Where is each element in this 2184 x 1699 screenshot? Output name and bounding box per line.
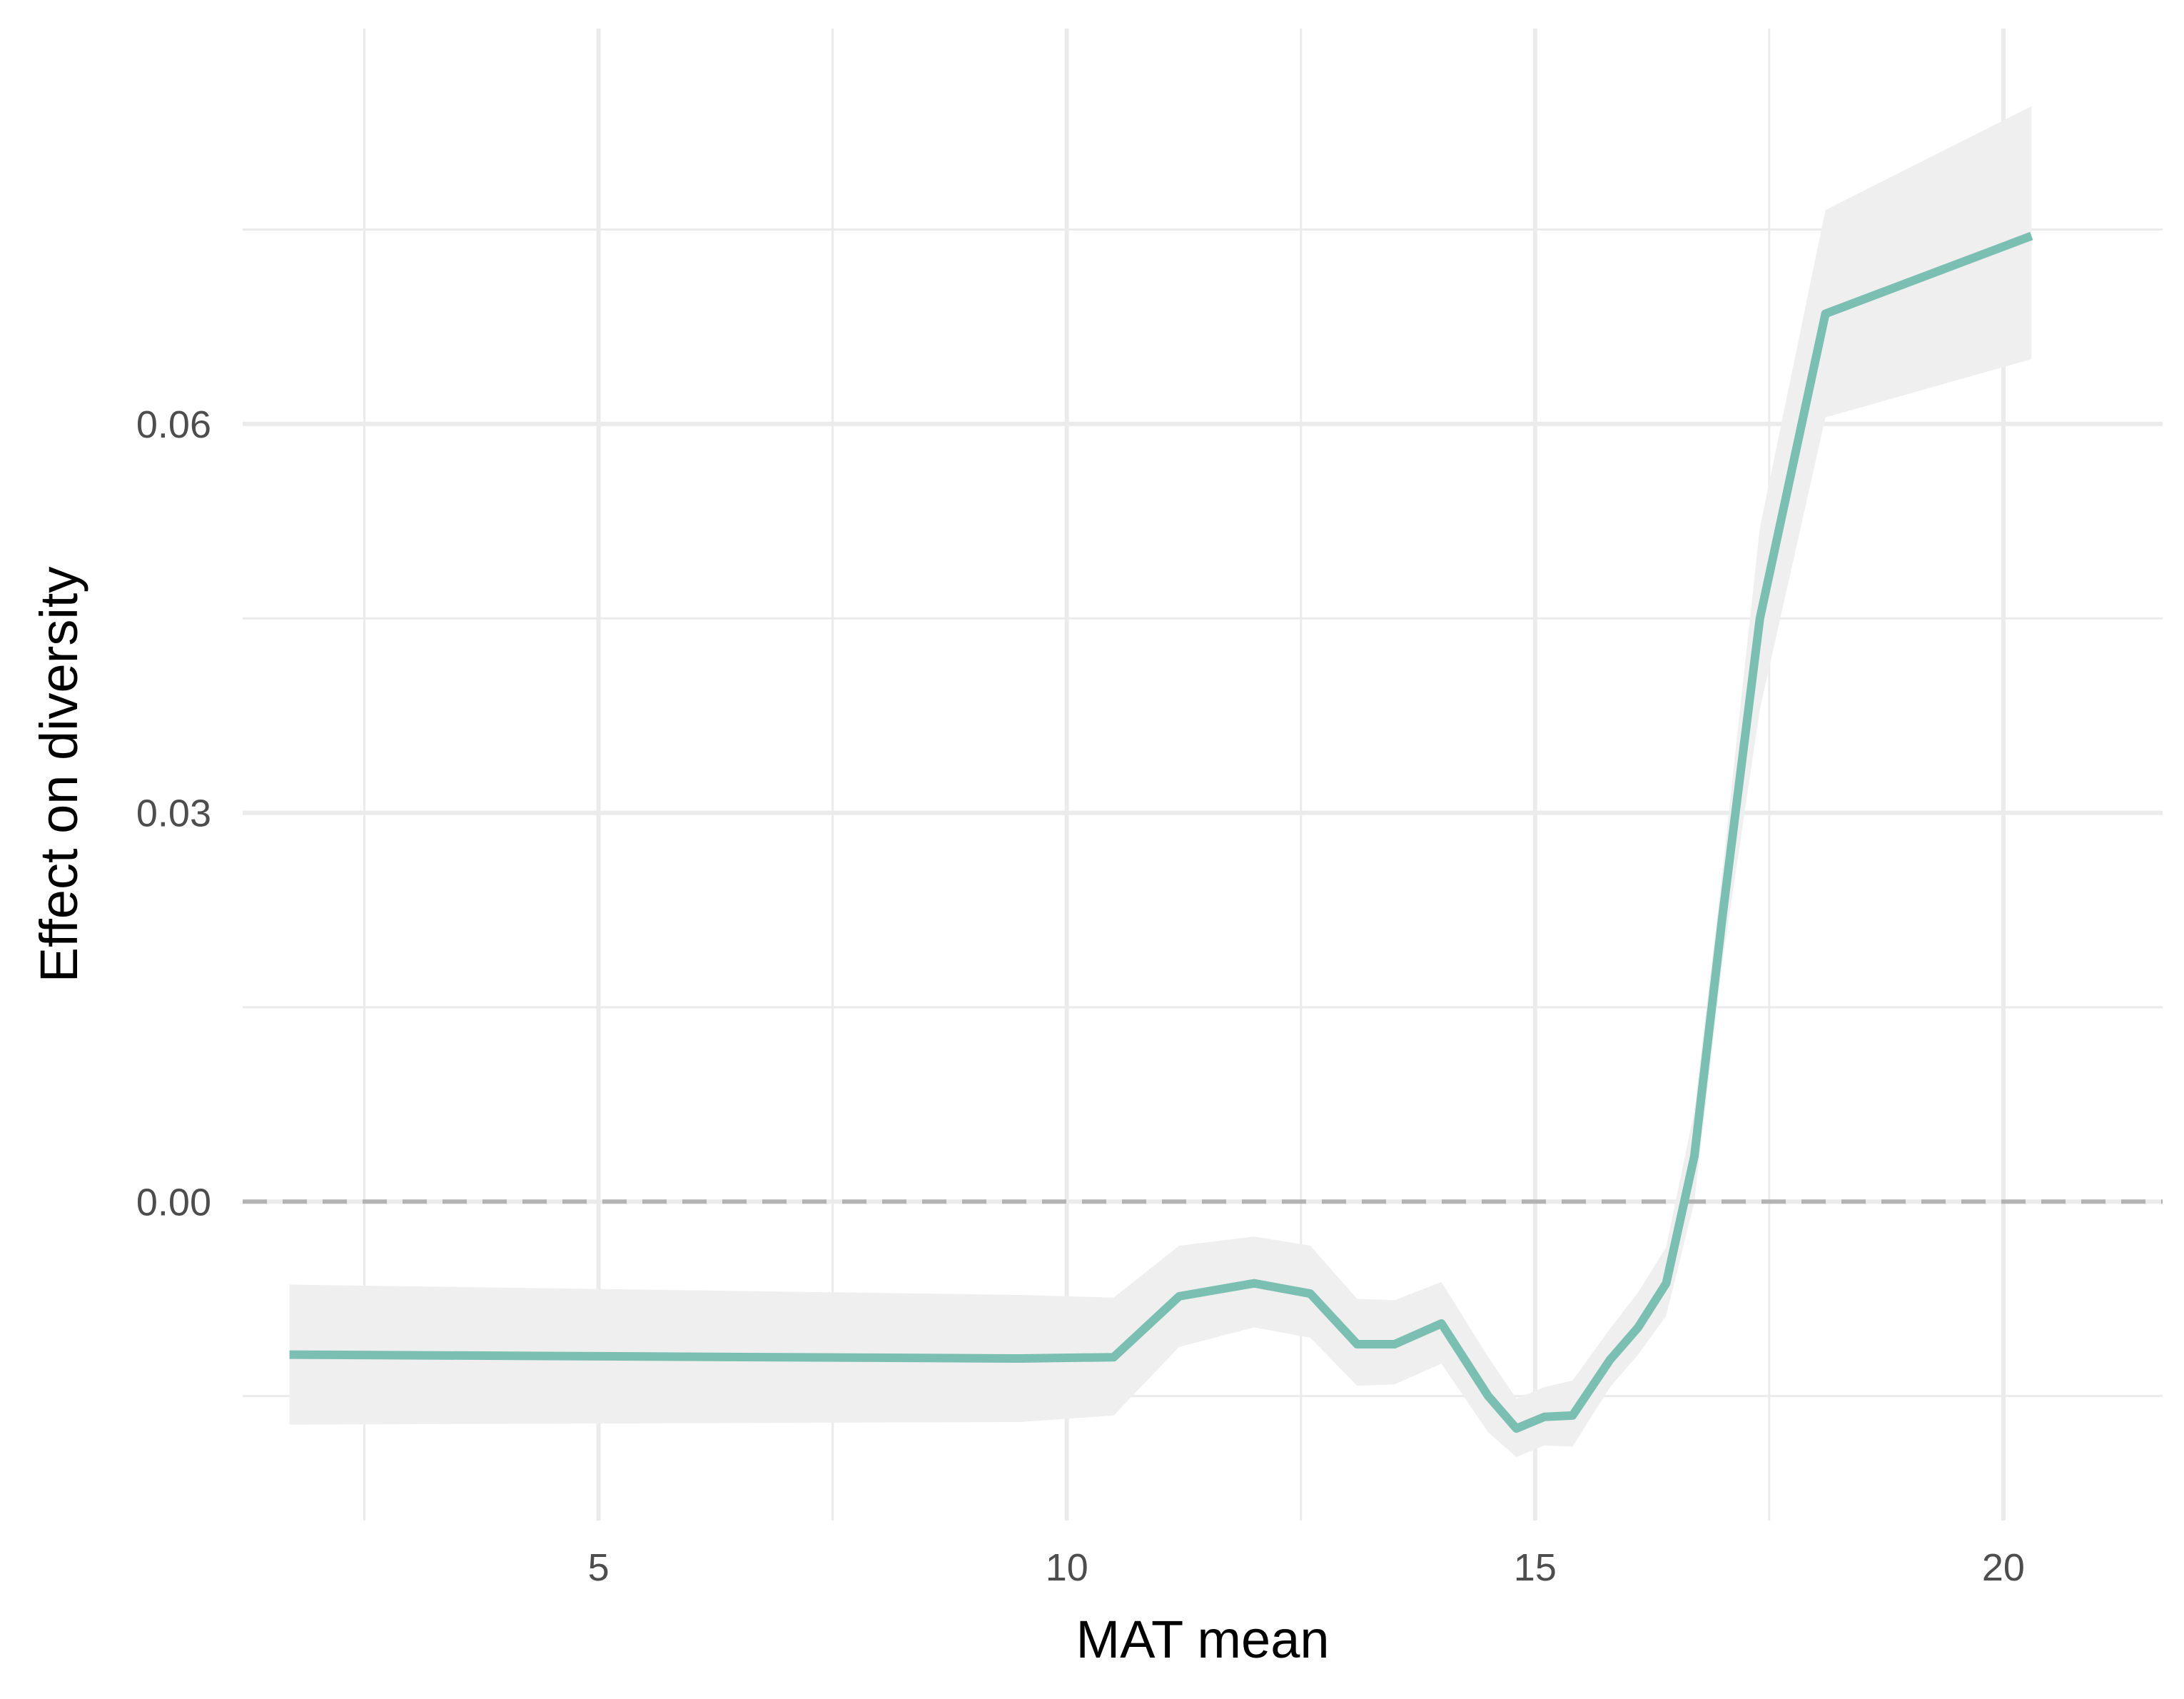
x-tick-label: 15 (1514, 1546, 1557, 1589)
confidence-band (289, 106, 2032, 1457)
series-line (289, 231, 2033, 1433)
x-tick-label: 10 (1046, 1546, 1088, 1589)
y-tick-label: 0.00 (136, 1181, 211, 1224)
series-line-layer (289, 231, 2033, 1433)
x-tick-label: 20 (1982, 1546, 2025, 1589)
y-tick-label: 0.03 (136, 792, 211, 835)
tick-labels: 5 10 15 20 0.00 0.03 0.06 (136, 403, 2025, 1589)
y-axis-title: Effect on diversity (29, 567, 89, 983)
x-axis-title: MAT mean (1076, 1610, 1329, 1669)
x-tick-label: 5 (588, 1546, 610, 1589)
confidence-band-layer (289, 106, 2032, 1457)
y-tick-label: 0.06 (136, 403, 211, 446)
